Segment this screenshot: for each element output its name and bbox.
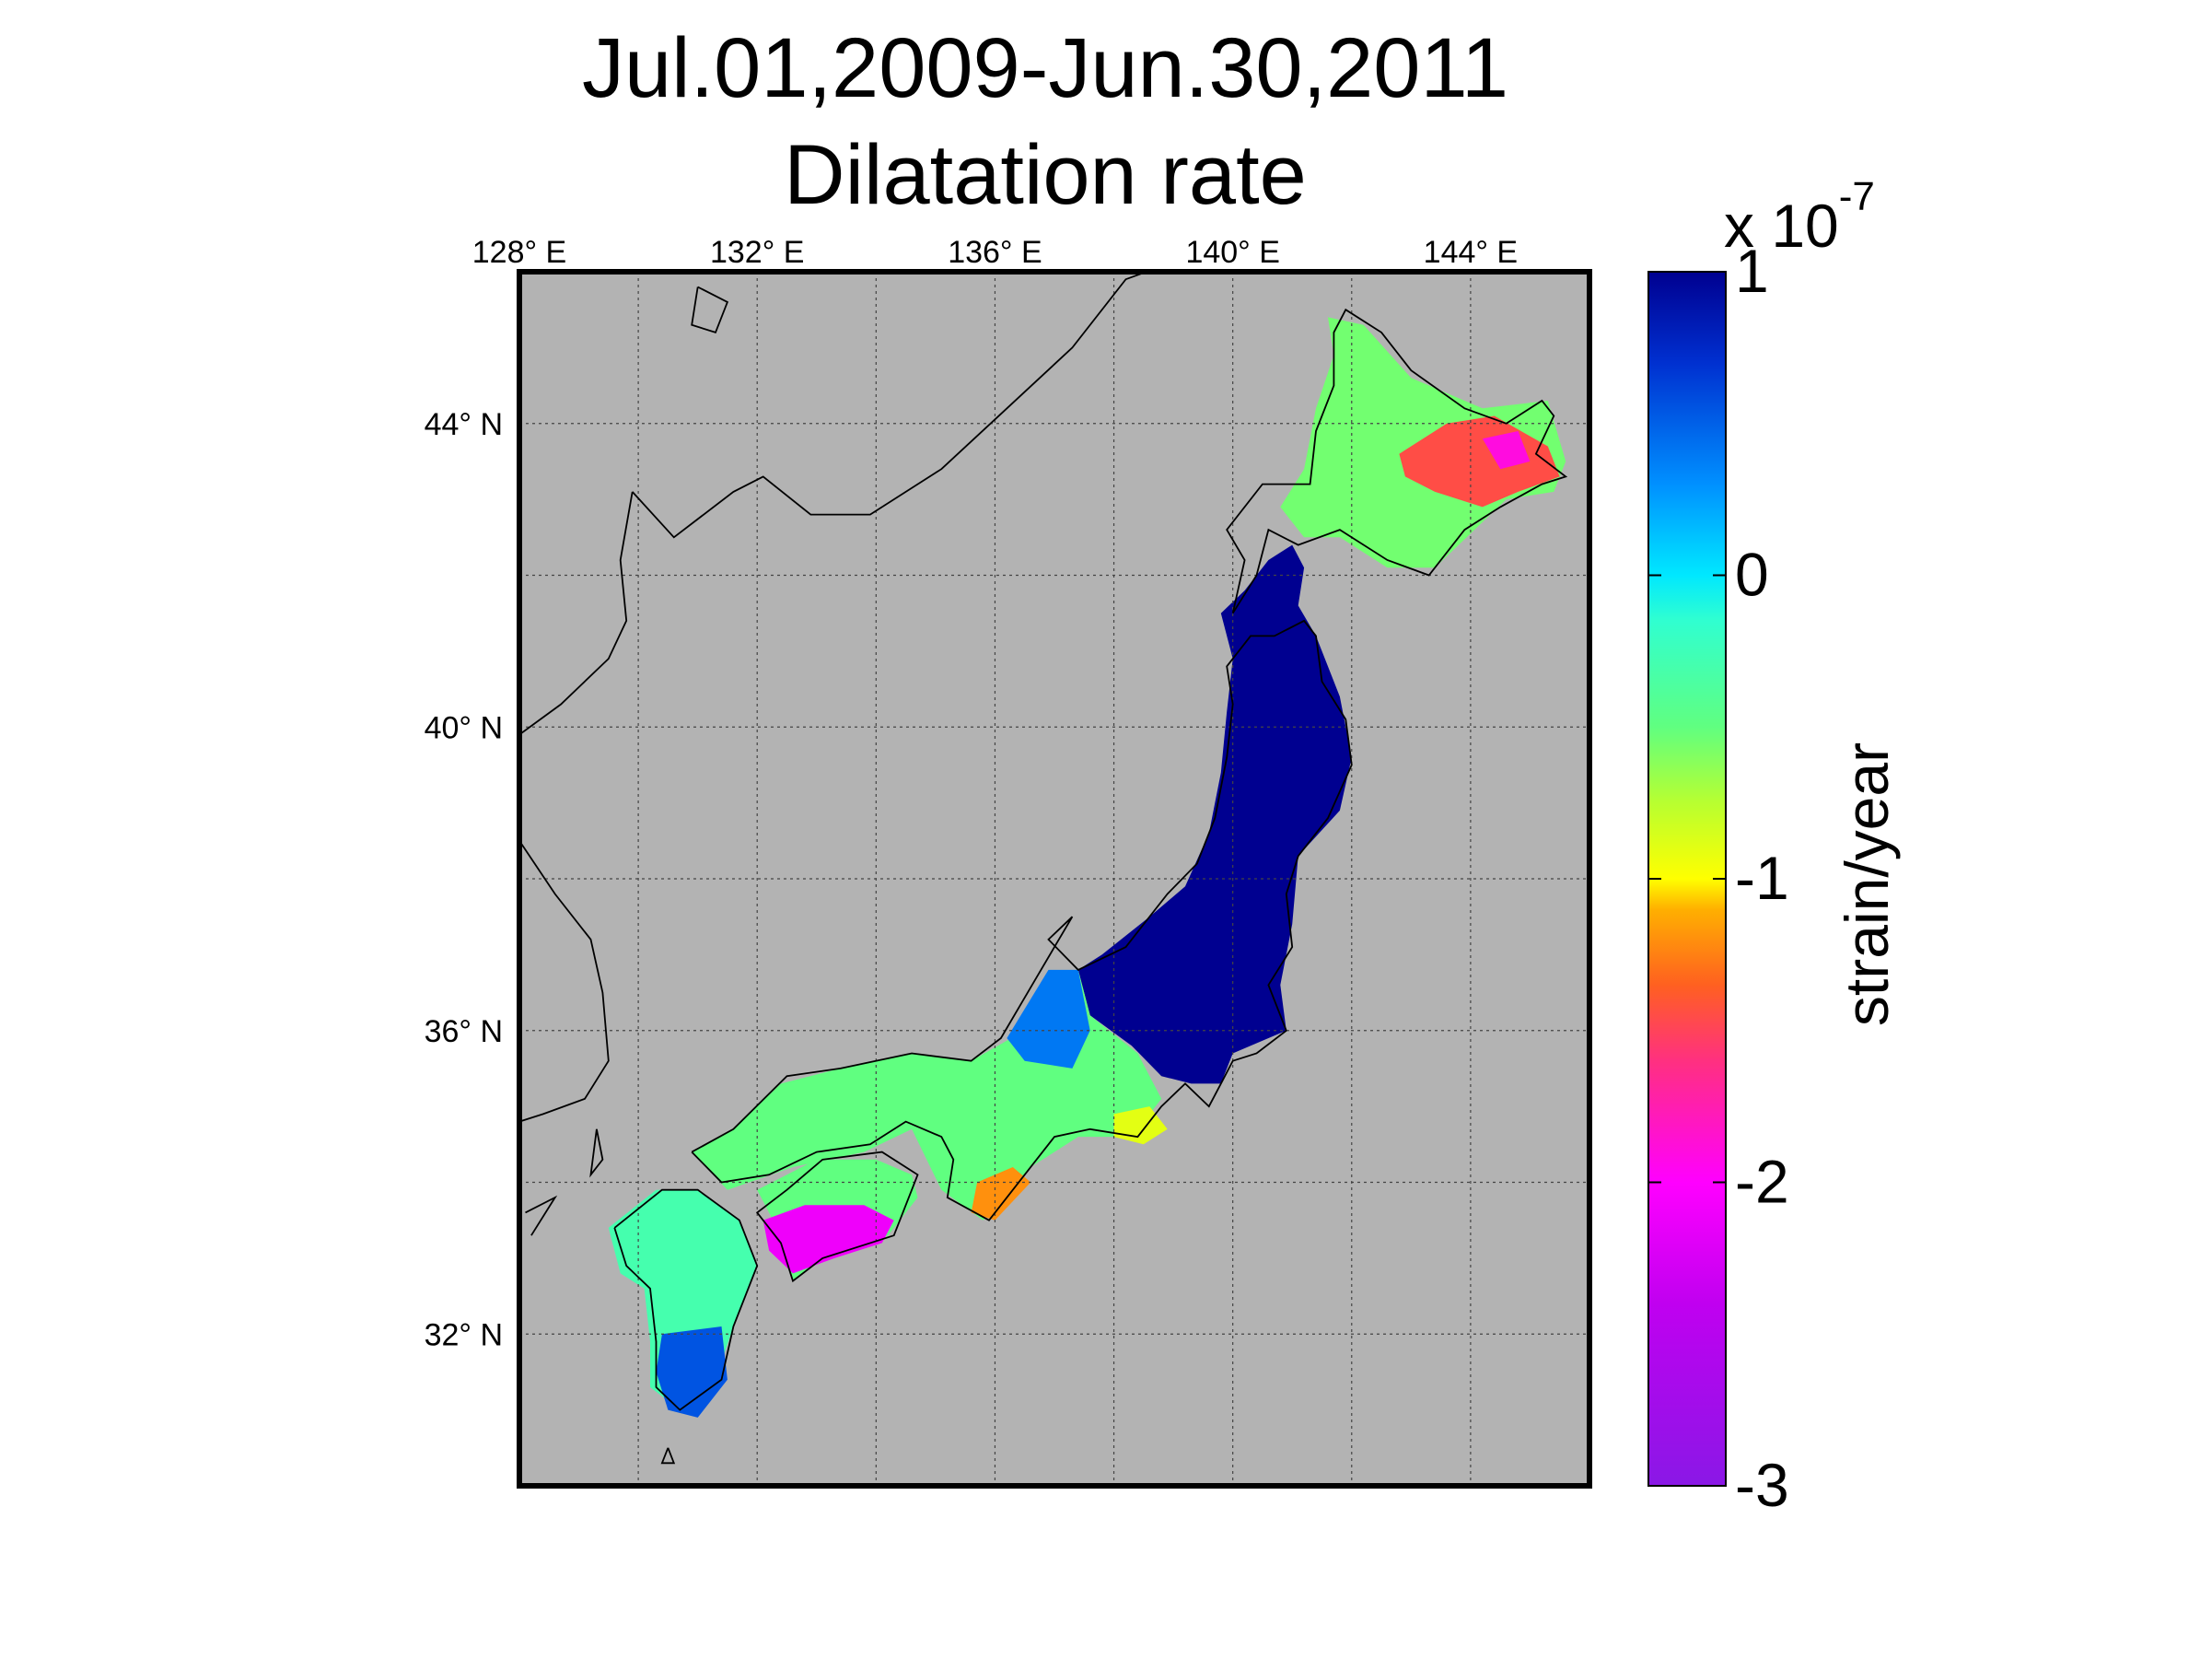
coastline <box>1226 308 1568 614</box>
strain-region-3 <box>1482 431 1531 470</box>
longitude-label: 128° E <box>472 235 566 270</box>
coastline <box>519 491 634 736</box>
latitude-label: 36° N <box>425 1014 503 1049</box>
latitude-label: 44° N <box>425 407 503 442</box>
latitude-label: 32° N <box>425 1317 503 1352</box>
colorbar-tick-label: 1 <box>1735 237 1769 305</box>
coastline <box>589 1128 604 1178</box>
colorbar-multiplier: x 10-7 <box>1724 174 1875 260</box>
strain-region-9 <box>1007 969 1090 1069</box>
colorbar-label: strain/year <box>1833 742 1901 1026</box>
coastline <box>632 272 1149 539</box>
latitude-label: 40° N <box>425 710 503 745</box>
coastline <box>525 1195 558 1236</box>
map-frame <box>517 269 1592 1489</box>
coastline <box>691 286 729 334</box>
latitude-labels: 44° N 40° N 36° N 32° N <box>425 407 503 1353</box>
longitude-label: 136° E <box>948 235 1042 270</box>
map-title-line-2: Dilatation rate <box>784 128 1307 222</box>
longitude-labels: 128° E 132° E 136° E 140° E 144° E <box>472 235 1518 270</box>
colorbar-ticks: 1 0 -1 -2 -3 <box>1648 237 1789 1519</box>
colorbar-tick-label: -2 <box>1735 1148 1789 1216</box>
longitude-label: 132° E <box>710 235 804 270</box>
graticule <box>519 272 1589 1486</box>
longitude-label: 140° E <box>1185 235 1279 270</box>
strain-region-6 <box>763 1205 894 1274</box>
longitude-label: 144° E <box>1424 235 1518 270</box>
strain-region-10 <box>971 1167 1031 1221</box>
coastline <box>691 619 1353 1221</box>
coastline <box>613 1188 759 1411</box>
strain-region-8 <box>656 1326 728 1418</box>
coastline <box>660 1447 676 1465</box>
coastline <box>755 1151 919 1283</box>
coastline-layer <box>519 272 1568 1465</box>
colorbar-tick-label: 0 <box>1735 541 1769 609</box>
map-title-line-1: Jul.01,2009-Jun.30,2011 <box>582 21 1508 115</box>
coastline <box>519 840 610 1123</box>
colorbar-tick-label: -1 <box>1735 844 1789 912</box>
colorbar-tick-label: -3 <box>1735 1451 1789 1519</box>
